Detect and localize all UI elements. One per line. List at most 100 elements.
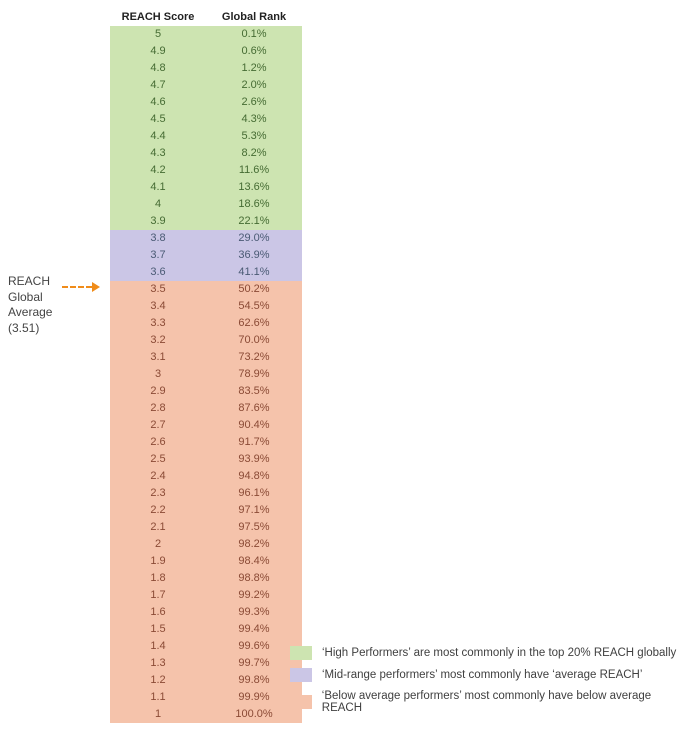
table-row: 4.45.3% — [110, 128, 302, 145]
legend-label: ‘Below average performers’ most commonly… — [322, 690, 691, 714]
cell-score: 1.5 — [110, 621, 206, 638]
table-row: 1100.0% — [110, 706, 302, 723]
table-row: 2.790.4% — [110, 417, 302, 434]
table-row: 1.299.8% — [110, 672, 302, 689]
table-row: 3.550.2% — [110, 281, 302, 298]
cell-rank: 5.3% — [206, 128, 302, 145]
cell-score: 4.8 — [110, 60, 206, 77]
cell-score: 3.7 — [110, 247, 206, 264]
table-row: 50.1% — [110, 26, 302, 43]
cell-rank: 97.5% — [206, 519, 302, 536]
cell-rank: 62.6% — [206, 315, 302, 332]
arrow-icon — [62, 281, 106, 293]
cell-rank: 100.0% — [206, 706, 302, 723]
cell-rank: 99.2% — [206, 587, 302, 604]
cell-score: 1.1 — [110, 689, 206, 706]
cell-score: 3.4 — [110, 298, 206, 315]
table-row: 418.6% — [110, 196, 302, 213]
cell-score: 4.9 — [110, 43, 206, 60]
table-row: 2.297.1% — [110, 502, 302, 519]
table-row: 298.2% — [110, 536, 302, 553]
table-row: 3.736.9% — [110, 247, 302, 264]
table-row: 1.898.8% — [110, 570, 302, 587]
cell-score: 2.9 — [110, 383, 206, 400]
legend-label: ‘High Performers’ are most commonly in t… — [322, 647, 676, 659]
cell-score: 2.7 — [110, 417, 206, 434]
cell-score: 1.4 — [110, 638, 206, 655]
table-row: 2.396.1% — [110, 485, 302, 502]
table-row: 2.887.6% — [110, 400, 302, 417]
cell-rank: 2.6% — [206, 94, 302, 111]
cell-score: 3.2 — [110, 332, 206, 349]
table-row: 2.593.9% — [110, 451, 302, 468]
cell-score: 3.3 — [110, 315, 206, 332]
cell-rank: 8.2% — [206, 145, 302, 162]
cell-score: 4.1 — [110, 179, 206, 196]
legend-item-mid: ‘Mid-range performers’ most commonly hav… — [290, 668, 691, 682]
cell-rank: 99.4% — [206, 621, 302, 638]
cell-rank: 36.9% — [206, 247, 302, 264]
reach-table: REACH Score Global Rank 50.1%4.90.6%4.81… — [110, 8, 302, 723]
cell-score: 3.1 — [110, 349, 206, 366]
table-row: 4.38.2% — [110, 145, 302, 162]
table-row: 3.362.6% — [110, 315, 302, 332]
cell-score: 3.9 — [110, 213, 206, 230]
table-row: 4.211.6% — [110, 162, 302, 179]
swatch-high — [290, 646, 312, 660]
table-row: 1.599.4% — [110, 621, 302, 638]
legend-label: ‘Mid-range performers’ most commonly hav… — [322, 669, 642, 681]
cell-score: 2.2 — [110, 502, 206, 519]
cell-score: 4.4 — [110, 128, 206, 145]
cell-rank: 99.6% — [206, 638, 302, 655]
cell-score: 1.8 — [110, 570, 206, 587]
cell-score: 5 — [110, 26, 206, 43]
cell-score: 2.6 — [110, 434, 206, 451]
cell-rank: 98.2% — [206, 536, 302, 553]
cell-rank: 73.2% — [206, 349, 302, 366]
table-row: 4.72.0% — [110, 77, 302, 94]
cell-rank: 29.0% — [206, 230, 302, 247]
table-row: 1.499.6% — [110, 638, 302, 655]
table-row: 1.199.9% — [110, 689, 302, 706]
cell-score: 2.1 — [110, 519, 206, 536]
cell-score: 1.6 — [110, 604, 206, 621]
table-row: 3.922.1% — [110, 213, 302, 230]
cell-score: 2 — [110, 536, 206, 553]
legend-item-high: ‘High Performers’ are most commonly in t… — [290, 646, 691, 660]
cell-rank: 1.2% — [206, 60, 302, 77]
table-row: 378.9% — [110, 366, 302, 383]
cell-score: 4.6 — [110, 94, 206, 111]
cell-rank: 22.1% — [206, 213, 302, 230]
cell-score: 1.2 — [110, 672, 206, 689]
cell-rank: 70.0% — [206, 332, 302, 349]
table-row: 4.81.2% — [110, 60, 302, 77]
cell-score: 3.5 — [110, 281, 206, 298]
annot-line: Average — [8, 305, 104, 321]
cell-score: 3.6 — [110, 264, 206, 281]
cell-rank: 97.1% — [206, 502, 302, 519]
cell-rank: 90.4% — [206, 417, 302, 434]
cell-score: 3 — [110, 366, 206, 383]
table-row: 2.691.7% — [110, 434, 302, 451]
cell-rank: 99.9% — [206, 689, 302, 706]
table-row: 4.62.6% — [110, 94, 302, 111]
cell-rank: 13.6% — [206, 179, 302, 196]
cell-score: 1.3 — [110, 655, 206, 672]
cell-rank: 78.9% — [206, 366, 302, 383]
cell-score: 1.9 — [110, 553, 206, 570]
cell-score: 4.7 — [110, 77, 206, 94]
cell-score: 4.3 — [110, 145, 206, 162]
cell-rank: 41.1% — [206, 264, 302, 281]
cell-rank: 99.7% — [206, 655, 302, 672]
cell-rank: 87.6% — [206, 400, 302, 417]
cell-score: 4.5 — [110, 111, 206, 128]
cell-rank: 11.6% — [206, 162, 302, 179]
cell-rank: 0.6% — [206, 43, 302, 60]
cell-score: 3.8 — [110, 230, 206, 247]
table-row: 2.494.8% — [110, 468, 302, 485]
table-row: 3.454.5% — [110, 298, 302, 315]
cell-rank: 91.7% — [206, 434, 302, 451]
cell-score: 4 — [110, 196, 206, 213]
cell-score: 4.2 — [110, 162, 206, 179]
cell-rank: 54.5% — [206, 298, 302, 315]
